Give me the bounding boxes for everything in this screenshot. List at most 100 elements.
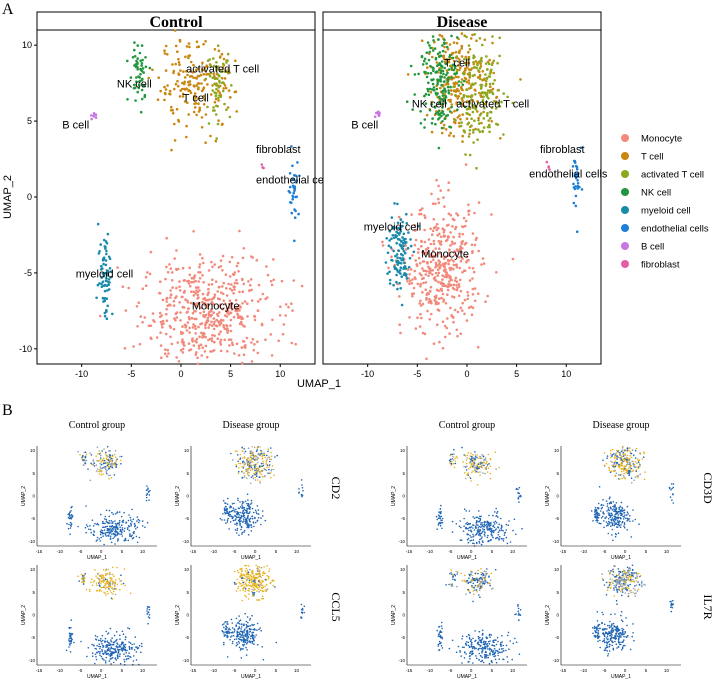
cell-point [140,69,144,73]
cell-point [414,277,417,281]
cell-point [432,342,436,346]
cell-point [484,535,486,537]
x-tick-label: 5 [121,549,124,554]
cell-point [126,649,128,652]
cell-point [140,64,143,67]
cell-point [258,569,261,572]
cell-point [250,457,253,460]
cell-point [404,267,408,270]
cell-point [464,477,467,480]
cell-point [431,269,435,272]
y-tick-label: -5 [31,516,35,521]
cell-point [410,213,413,216]
cell-point [414,327,418,330]
cell-point [218,91,222,95]
cell-point [112,590,115,593]
cell-point [490,120,494,123]
cell-point [466,521,468,524]
cell-point [470,529,472,531]
cell-point [466,465,468,468]
cell-point [223,641,225,644]
cell-point [515,488,518,491]
cell-point [99,466,102,468]
cell-point [473,211,476,215]
cell-point [281,332,285,336]
cell-point [123,644,125,647]
cell-point [449,458,452,461]
cell-point [110,640,112,643]
cell-point [484,468,487,470]
cell-point [492,524,495,527]
cell-point [145,489,148,492]
cell-point [218,285,221,289]
cell-point [634,461,637,463]
cell-point [247,523,250,525]
cell-point [169,304,172,307]
cell-point [251,467,254,470]
cell-point [251,461,254,463]
x-axis-label: UMAP_1 [457,555,477,561]
cell-point [398,243,402,246]
cell-point [251,623,253,626]
cell-point [449,98,452,102]
cell-point [233,628,236,630]
cell-point [101,643,103,645]
cell-point [102,459,105,462]
cell-point [403,251,407,255]
cell-point [479,519,481,522]
cell-point [608,521,611,524]
cell-point [241,507,243,510]
cell-point [241,531,244,534]
cell-point [82,464,85,466]
cell-point [108,474,110,477]
cell-point [181,325,184,328]
cell-point [448,134,451,137]
cell-point [125,521,128,524]
cell-point [672,483,675,485]
y-tick-label: 0 [402,494,405,499]
cell-point [169,267,173,270]
cell-point [187,315,191,319]
cell-point [456,334,459,338]
cell-point [107,586,109,589]
cell-point [608,517,610,520]
cell-point [161,326,164,329]
cell-point [83,577,86,579]
cell-point [626,454,629,457]
cell-point [472,128,475,132]
cell-point [114,465,116,467]
cell-point [395,241,399,245]
cell-point [242,457,244,459]
cell-point [450,464,453,466]
cell-point [201,68,204,71]
x-tick-label: -10 [361,369,374,379]
cell-point [218,81,221,84]
cell-point [102,272,105,275]
cell-point [595,519,597,522]
cell-point [471,277,474,280]
cell-point [109,538,112,540]
cell-point [457,95,461,98]
cell-point [194,96,197,100]
cell-point [238,521,241,523]
y-tick-label: 0 [186,494,189,499]
cell-point [458,278,462,282]
cell-point [450,240,454,244]
cell-point [192,280,195,284]
cell-point [474,471,477,473]
cell-point [610,456,612,459]
cell-point [243,643,246,646]
cell-point [230,452,232,455]
cell-point [545,160,549,164]
cell-point [228,71,231,74]
cell-point [94,653,97,656]
cell-point [235,110,238,113]
cell-point [238,322,242,326]
cell-point [630,477,633,480]
cell-point [476,454,479,456]
legend-label: T cell [641,152,664,163]
cell-point [439,86,442,90]
cell-point [133,41,136,44]
cell-point [478,77,482,81]
cell-point [175,316,179,319]
